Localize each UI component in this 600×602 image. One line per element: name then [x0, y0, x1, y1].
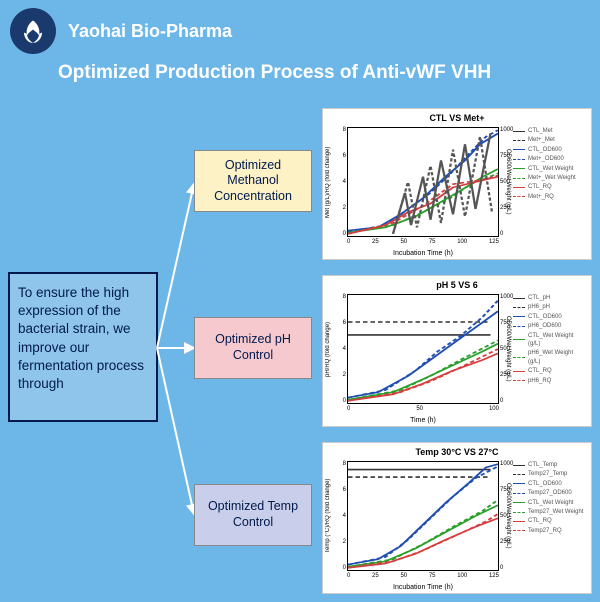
plot-area: [347, 461, 499, 571]
legend-item: Temp27_OD600: [513, 489, 587, 497]
legend-item: CTL_RQ: [513, 367, 587, 375]
x-axis-label: Time (h): [347, 417, 499, 424]
legend-item: Met+_RQ: [513, 193, 587, 201]
chart-title: CTL VS Met+: [323, 109, 591, 123]
company-name: Yaohai Bio-Pharma: [68, 21, 232, 42]
logo-icon: [18, 16, 48, 46]
legend-item: CTL_OD600: [513, 146, 587, 154]
box-methanol: Optimized Methanol Concentration: [194, 150, 312, 212]
legend: CTL_TempTemp27_Temp CTL_OD600Temp27_OD600…: [513, 461, 587, 536]
plot-area: [347, 127, 499, 237]
legend-item: CTL_RQ: [513, 183, 587, 191]
legend-item: CTL_RQ: [513, 517, 587, 525]
legend-item: CTL_pH: [513, 294, 587, 302]
plot-area: [347, 294, 499, 404]
legend: CTL_pHpH6_pH CTL_OD600pH6_OD600 CTL_Wet We…: [513, 294, 587, 386]
legend-item: CTL_OD600: [513, 313, 587, 321]
x-axis-label: Incubation Time (h): [347, 584, 499, 591]
legend-item: CTL_Wet Weight (g/L): [513, 332, 587, 349]
x-ticks: 0255075100125: [347, 573, 499, 579]
legend: CTL_MetMet+_Met CTL_OD600Met+_OD600 CTL_We…: [513, 127, 587, 202]
legend-item: pH6_RQ: [513, 377, 587, 385]
legend-item: pH6_pH: [513, 303, 587, 311]
legend-item: pH6_Wet Weight (g/L): [513, 349, 587, 366]
diagram-canvas: To ensure the high expression of the bac…: [0, 92, 600, 602]
box-ph: Optimized pH Control: [194, 317, 312, 379]
chart-methanol: CTL VS Met+ Incubation Time (h) Met (g/L)/…: [322, 108, 592, 260]
x-ticks: 050100: [347, 406, 499, 412]
y-ticks-left: 86420: [335, 127, 346, 237]
chart-title: Temp 30°C VS 27°C: [323, 443, 591, 457]
company-logo: [10, 8, 56, 54]
chart-temp: Temp 30°C VS 27°C Incubation Time (h) Temp…: [322, 442, 592, 594]
intro-box: To ensure the high expression of the bac…: [8, 272, 158, 422]
chart-title: pH 5 VS 6: [323, 276, 591, 290]
legend-item: Temp27_Wet Weight: [513, 508, 587, 516]
y-axis-label-left: Met (g/L)/RQ (fold change): [325, 127, 335, 237]
x-ticks: 0255075100125: [347, 239, 499, 245]
legend-item: Met+_OD600: [513, 155, 587, 163]
y-axis-label-left: Temp (°C)/RQ (fold change): [325, 461, 335, 571]
legend-item: CTL_OD600: [513, 480, 587, 488]
legend-item: CTL_Met: [513, 127, 587, 135]
y-axis-label-left: pH/RQ (fold change): [325, 294, 335, 404]
chart-ph: pH 5 VS 6Time (h)pH/RQ (fold change)OD60…: [322, 275, 592, 427]
legend-item: CTL_Wet Weight: [513, 499, 587, 507]
legend-item: Met+_Met: [513, 136, 587, 144]
header: Yaohai Bio-Pharma: [0, 0, 600, 56]
legend-item: CTL_Wet Weight: [513, 165, 587, 173]
y-ticks-left: 86420: [335, 294, 346, 404]
page-title: Optimized Production Process of Anti-vWF…: [0, 56, 600, 92]
legend-item: pH6_OD600: [513, 322, 587, 330]
x-axis-label: Incubation Time (h): [347, 250, 499, 257]
legend-item: CTL_Temp: [513, 461, 587, 469]
box-temp: Optimized Temp Control: [194, 484, 312, 546]
y-ticks-left: 86420: [335, 461, 346, 571]
legend-item: Met+_Wet Weight: [513, 174, 587, 182]
legend-item: Temp27_Temp: [513, 470, 587, 478]
legend-item: Temp27_RQ: [513, 527, 587, 535]
